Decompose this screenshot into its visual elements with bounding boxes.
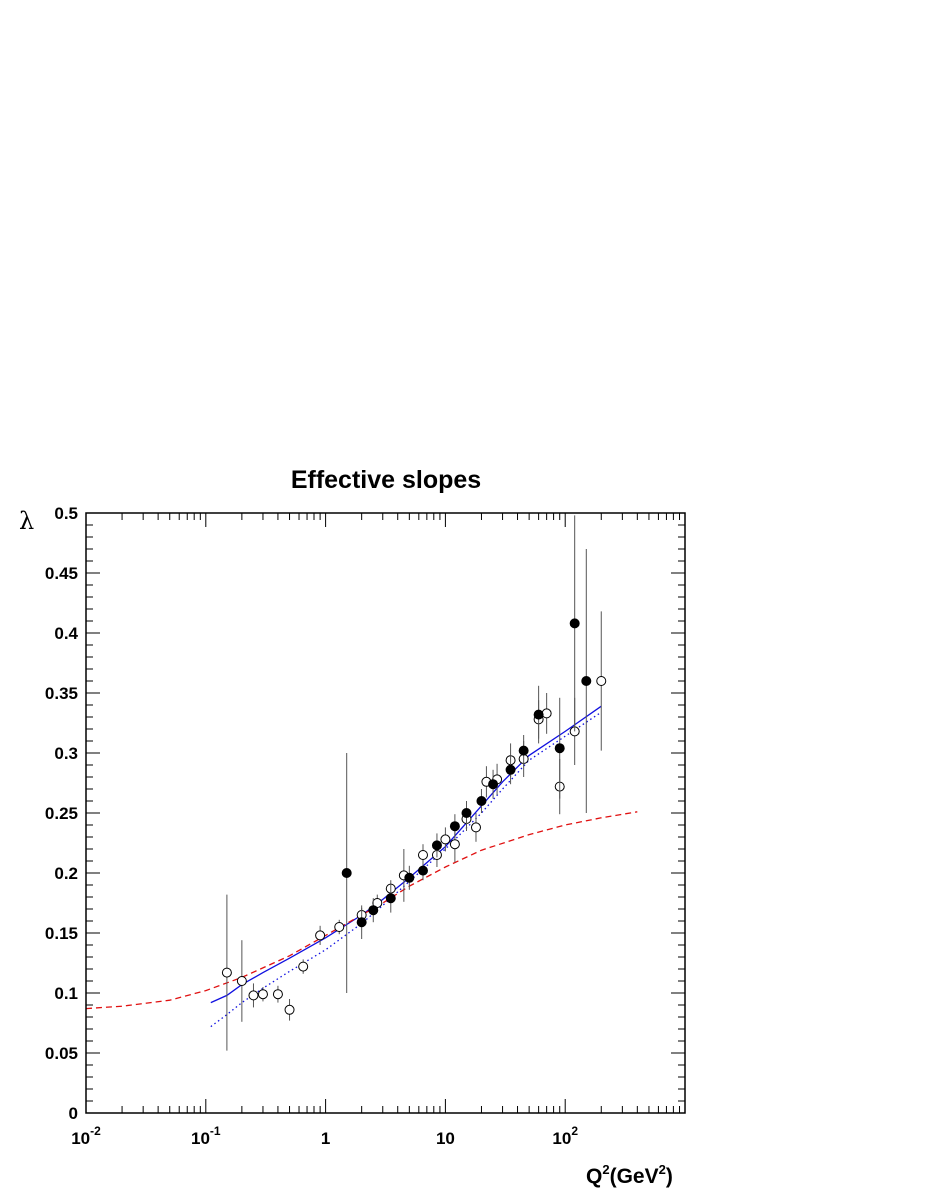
open-data-point — [315, 930, 326, 941]
x-tick-label: 10 — [436, 1129, 455, 1148]
filled-data-point — [404, 872, 415, 883]
filled-data-point — [356, 917, 367, 928]
x-tick-label: 10-2 — [71, 1124, 101, 1148]
filled-data-point — [505, 764, 516, 775]
open-data-point — [221, 967, 232, 978]
y-tick-label: 0.1 — [54, 984, 78, 1003]
y-tick-label: 0.05 — [45, 1044, 78, 1063]
filled-data-point — [476, 796, 487, 806]
open-data-point — [248, 990, 259, 1001]
open-data-point — [334, 922, 345, 932]
curve-dotted — [210, 711, 602, 1028]
filled-data-point — [431, 840, 442, 851]
open-data-point — [449, 839, 460, 850]
curve-solid — [210, 705, 602, 1004]
x-tick-labels: 10-2 10-1 1 10 102 — [71, 1124, 578, 1148]
x-tick-label: 10-1 — [191, 1124, 221, 1148]
filled-data-point — [554, 743, 565, 754]
filled-data-point — [581, 676, 592, 686]
open-data-point — [236, 976, 247, 986]
open-data-point — [417, 850, 428, 860]
data-points — [221, 515, 607, 1051]
filled-data-point — [385, 893, 396, 904]
y-tick-labels: 0 0.05 0.1 0.15 0.2 0.25 0.3 0.35 0.4 0.45 0.5 — [45, 504, 79, 1123]
x-axis-label: Q2(GeV2) — [586, 1162, 673, 1188]
y-tick-label: 0.5 — [54, 504, 78, 523]
filled-data-point — [368, 905, 379, 916]
x-tick-label: 1 — [321, 1129, 330, 1148]
open-data-point — [596, 676, 607, 686]
open-data-point — [541, 708, 552, 719]
filled-data-point — [417, 865, 428, 876]
y-tick-label: 0.2 — [54, 864, 78, 883]
filled-data-point — [533, 709, 544, 720]
y-tick-label: 0.3 — [54, 744, 78, 763]
y-tick-label: 0 — [69, 1104, 78, 1123]
chart-title: Effective slopes — [291, 466, 481, 494]
curve-dashed — [85, 811, 638, 1010]
filled-data-point — [461, 808, 472, 818]
y-tick-label: 0.15 — [45, 924, 78, 943]
fit-curves — [85, 705, 638, 1028]
open-data-point — [470, 822, 481, 833]
open-data-point — [284, 1004, 295, 1015]
filled-data-point — [569, 618, 580, 629]
y-tick-label: 0.35 — [45, 684, 78, 703]
y-axis-label: λ — [19, 507, 34, 535]
open-data-point — [257, 989, 268, 1000]
filled-data-point — [449, 821, 460, 832]
open-data-point — [440, 834, 451, 845]
x-tick-label: 102 — [552, 1124, 578, 1148]
filled-data-point — [488, 779, 499, 790]
axis-ticks — [85, 512, 686, 1114]
open-data-point — [272, 989, 283, 1000]
y-tick-label: 0.4 — [54, 624, 78, 643]
filled-data-point — [341, 868, 352, 878]
open-data-point — [298, 961, 309, 972]
filled-data-point — [518, 745, 529, 756]
y-tick-label: 0.25 — [45, 804, 78, 823]
plot-frame — [85, 512, 686, 1114]
y-tick-label: 0.45 — [45, 564, 78, 583]
